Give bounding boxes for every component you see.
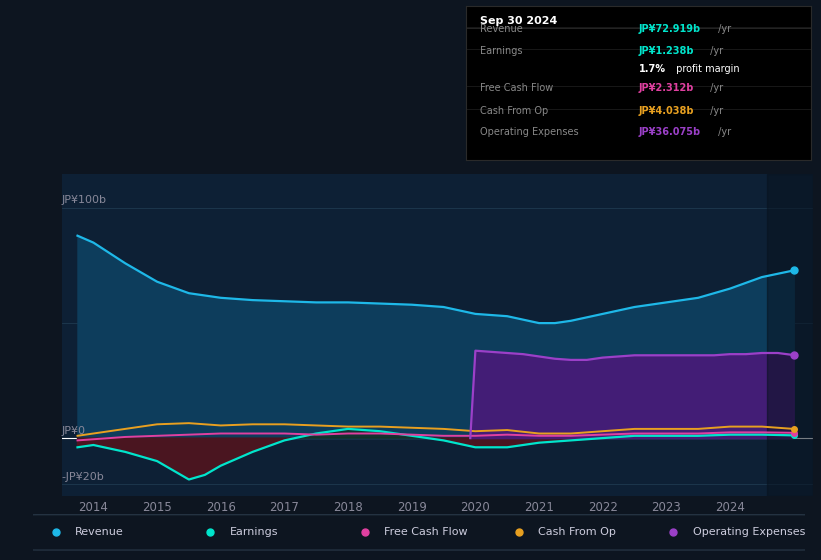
Text: JP¥100b: JP¥100b (62, 195, 107, 206)
Text: /yr: /yr (707, 83, 723, 92)
Text: Revenue: Revenue (480, 24, 523, 34)
Text: 1.7%: 1.7% (639, 64, 666, 74)
Text: Sep 30 2024: Sep 30 2024 (480, 16, 557, 26)
Text: Cash From Op: Cash From Op (480, 106, 548, 116)
Text: JP¥2.312b: JP¥2.312b (639, 83, 694, 92)
Text: JP¥4.038b: JP¥4.038b (639, 106, 695, 116)
Text: Earnings: Earnings (230, 527, 278, 537)
Text: JP¥72.919b: JP¥72.919b (639, 24, 701, 34)
Text: /yr: /yr (707, 106, 723, 116)
Text: JP¥0: JP¥0 (62, 426, 85, 436)
Text: profit margin: profit margin (673, 64, 740, 74)
Text: Earnings: Earnings (480, 46, 523, 55)
Text: Operating Expenses: Operating Expenses (480, 127, 579, 137)
Text: Cash From Op: Cash From Op (539, 527, 617, 537)
Text: Operating Expenses: Operating Expenses (693, 527, 805, 537)
FancyBboxPatch shape (29, 515, 809, 550)
Text: /yr: /yr (707, 46, 723, 55)
Bar (767, 174, 813, 496)
Text: /yr: /yr (714, 127, 731, 137)
Text: JP¥1.238b: JP¥1.238b (639, 46, 695, 55)
Text: /yr: /yr (714, 24, 731, 34)
Text: -JP¥20b: -JP¥20b (62, 473, 104, 482)
Text: Free Cash Flow: Free Cash Flow (480, 83, 553, 92)
Text: JP¥36.075b: JP¥36.075b (639, 127, 701, 137)
Text: Revenue: Revenue (76, 527, 124, 537)
Text: Free Cash Flow: Free Cash Flow (384, 527, 468, 537)
